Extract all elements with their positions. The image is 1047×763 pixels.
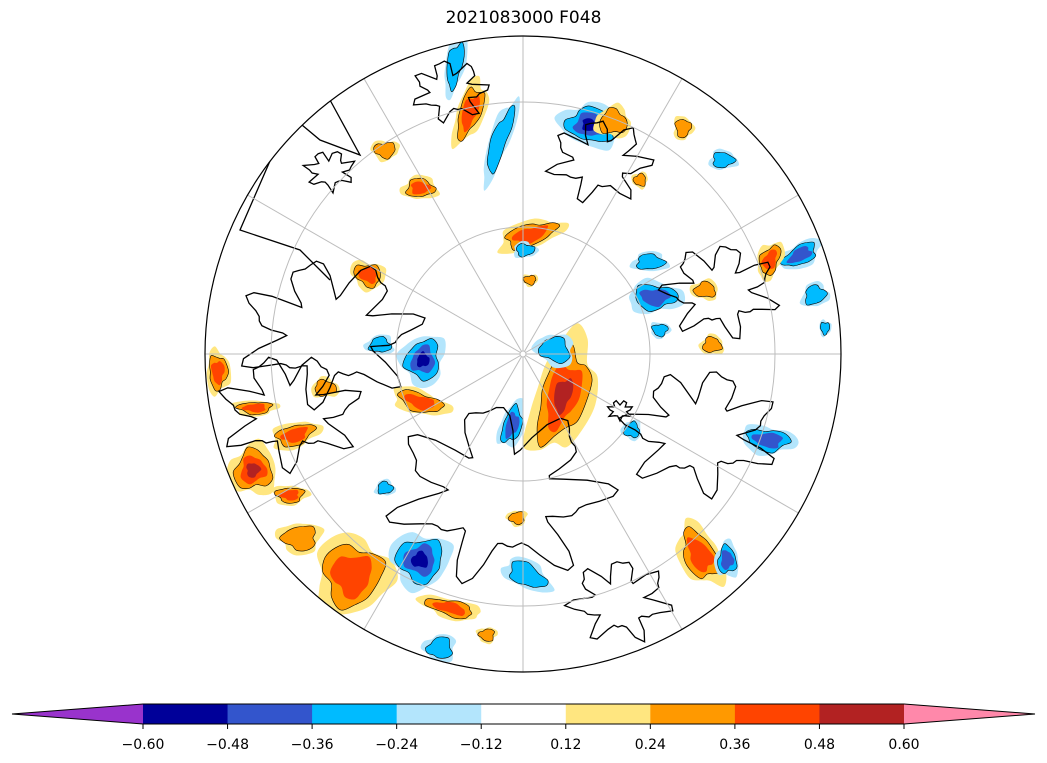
cool-anomaly-contour <box>377 480 395 495</box>
colorbar-segment <box>396 704 482 724</box>
warm-anomaly-contour <box>357 266 377 285</box>
coastline-greenland <box>385 406 620 585</box>
warm-anomaly-contour <box>686 537 715 573</box>
warm-anomaly-contour <box>279 525 316 552</box>
polar-map <box>204 35 842 673</box>
warm-anomaly-contour <box>241 403 266 413</box>
cool-anomaly-contour <box>805 284 828 306</box>
colorbar-tick-label: −0.12 <box>460 737 503 753</box>
warm-anomaly-contour <box>511 225 549 245</box>
cool-anomaly-contour <box>820 322 830 336</box>
map-title: 2021083000 F048 <box>445 8 602 28</box>
colorbar-segment <box>481 704 567 724</box>
meridian-line <box>357 67 524 355</box>
cool-anomaly-contour <box>751 432 783 449</box>
warm-anomaly-contour <box>702 335 723 353</box>
coastline-yukon <box>301 150 356 195</box>
cool-anomaly-contour <box>538 335 571 365</box>
colorbar-tick-label: −0.48 <box>206 737 249 753</box>
cool-anomaly-contour <box>786 246 813 264</box>
colorbar-tick-label: −0.60 <box>122 737 165 753</box>
coastline-chukotka <box>544 120 655 204</box>
warm-anomaly-contour <box>432 601 465 617</box>
map-boundary <box>204 35 842 673</box>
graticule <box>205 36 841 672</box>
warm-anomaly-contour <box>674 119 693 139</box>
colorbar-tick-label: 0.48 <box>804 737 835 753</box>
colorbar-tick-label: 0.12 <box>550 737 581 753</box>
colorbar-segment <box>734 704 820 724</box>
cool-anomaly-contour <box>416 351 430 368</box>
cool-anomaly-contour <box>410 550 428 568</box>
cool-anomaly-contour <box>446 41 465 92</box>
warm-anomaly-contour <box>477 628 495 642</box>
colorbar-segment <box>312 704 398 724</box>
warm-anomaly-contour <box>280 426 308 443</box>
cool-anomaly-contour <box>508 560 549 588</box>
warm-anomaly-contour <box>761 249 778 270</box>
coastline-alaska <box>412 60 490 124</box>
warm-anomaly-contour <box>246 463 262 478</box>
coastline-canada <box>217 356 362 475</box>
colorbar-tick-label: 0.60 <box>888 737 919 753</box>
pole-marker <box>519 350 527 358</box>
cool-anomaly-contour <box>720 550 735 571</box>
warm-anomaly-contour <box>523 274 537 286</box>
colorbar-tick-label: 0.36 <box>719 737 750 753</box>
warm-anomaly-contour <box>507 511 525 526</box>
colorbar-tick-label: 0.24 <box>635 737 666 753</box>
meridian-line <box>357 353 524 641</box>
warm-anomaly-contour <box>554 378 574 416</box>
cool-anomaly-contour <box>516 242 536 258</box>
coastline-taymyr <box>657 245 781 340</box>
cool-anomaly-contour <box>712 152 737 169</box>
meridian-line <box>522 67 689 355</box>
warm-anomaly-contour <box>404 393 435 411</box>
coastline-canadian-archipelago <box>240 260 426 411</box>
colorbar-segment <box>227 704 313 724</box>
colorbar-segment <box>650 704 736 724</box>
cool-anomaly-contour <box>367 335 393 353</box>
colorbar-extend-max <box>904 704 1035 724</box>
warm-anomaly-contour <box>210 361 225 386</box>
colorbar-tick-label: −0.36 <box>291 737 334 753</box>
colorbar-extend-min <box>12 704 143 724</box>
colorbar-segment <box>143 704 229 724</box>
meridian-line <box>522 353 689 641</box>
cool-anomaly-contour <box>651 323 669 338</box>
warm-anomaly-contour <box>632 172 646 187</box>
meridian-line <box>522 353 810 520</box>
colorbar-tick-label: −0.24 <box>375 737 418 753</box>
cool-anomaly-contour <box>639 289 671 307</box>
warm-anomaly-contour <box>330 556 372 600</box>
warm-anomaly-contour <box>410 181 432 195</box>
coastline-scandinavia <box>563 561 674 643</box>
cool-anomaly-contour <box>486 104 516 175</box>
meridian-line <box>236 188 524 355</box>
meridian-line <box>236 353 524 520</box>
cool-anomaly-contour <box>636 253 667 270</box>
warm-anomaly-contour <box>692 280 717 298</box>
meridian-line <box>522 188 810 355</box>
coastline-siberia <box>617 371 775 500</box>
colorbar-segment <box>819 704 905 724</box>
colorbar-segment <box>565 704 651 724</box>
cool-anomaly-contour <box>425 636 453 659</box>
coastline-svalbard <box>606 399 634 423</box>
